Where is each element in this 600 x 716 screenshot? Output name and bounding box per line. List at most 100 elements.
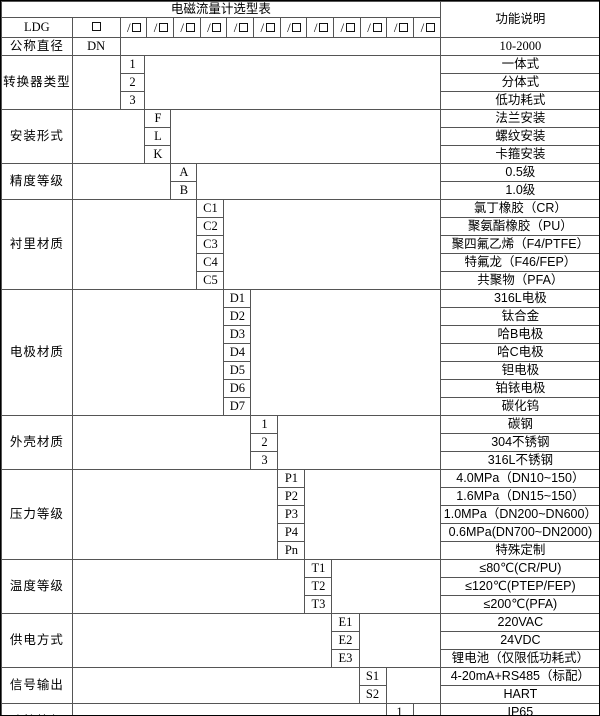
row-right-blank (331, 559, 441, 614)
checkbox-square[interactable] (265, 23, 275, 32)
code-cell-1-2[interactable]: 3 (119, 91, 146, 110)
table-row: 安装形式 F 法兰安装 (1, 109, 599, 164)
checkbox-square[interactable] (319, 23, 329, 32)
table-title: 电磁流量计选型表 (1, 1, 441, 18)
checkbox-square[interactable] (132, 23, 142, 32)
model-code-box-1[interactable]: / (121, 18, 148, 37)
row-right-blank (358, 613, 441, 668)
checkbox-square[interactable] (372, 23, 382, 32)
checkbox-square[interactable] (425, 23, 435, 32)
code-cell-1-1[interactable]: 2 (119, 73, 146, 92)
code-cell-5-2[interactable]: D3 (223, 325, 252, 344)
model-code-box-12[interactable]: / (414, 19, 439, 37)
description-cell-10-1: HART (439, 685, 599, 704)
table-row: D7 碳化钨 (2, 397, 599, 416)
slash-separator: / (287, 20, 291, 35)
model-code-box-first[interactable] (71, 17, 121, 38)
checkbox-square[interactable] (399, 23, 409, 32)
code-cell-9-1[interactable]: E2 (331, 631, 360, 650)
code-cell-4-3[interactable]: C4 (196, 253, 225, 272)
code-cell-4-1[interactable]: C2 (196, 217, 225, 236)
code-cell-3-0[interactable]: A (170, 163, 198, 182)
table-row: 外壳材质 1 碳钢 (1, 415, 599, 470)
model-code-box-9[interactable]: / (334, 18, 361, 37)
row-label-7: 压力等级 (1, 469, 73, 560)
model-code-box-5[interactable]: / (227, 18, 254, 37)
model-code-box-11[interactable]: / (387, 18, 415, 37)
row-left-blank (71, 289, 225, 416)
code-cell-5-1[interactable]: D2 (223, 307, 252, 326)
code-cell-4-0[interactable]: C1 (196, 199, 225, 218)
checkbox-square[interactable] (239, 23, 249, 32)
code-cell-5-0[interactable]: D1 (223, 289, 252, 308)
description-column-title: 功能说明 (439, 1, 599, 38)
description-cell: 10-2000 (439, 37, 599, 56)
checkbox-square[interactable] (159, 23, 169, 32)
table-row: 电极材质 D1 316L电极 (1, 289, 599, 416)
code-cell-8-1[interactable]: T2 (304, 577, 333, 596)
code-cell-2-1[interactable]: L (144, 127, 172, 146)
description-cell-7-1: 1.6MPa（DN15~150） (439, 487, 599, 506)
code-cell-3-1[interactable]: B (170, 181, 198, 200)
code-cell-6-0[interactable]: 1 (250, 415, 279, 434)
code-cell-10-0[interactable]: S1 (358, 667, 387, 686)
model-code-box-8[interactable]: / (307, 18, 334, 37)
model-code-box-10[interactable]: / (361, 18, 388, 37)
table-row: 公称直径 DN 10-2000 (1, 37, 599, 56)
code-cell-4-4[interactable]: C5 (196, 271, 225, 290)
code-cell-7-3[interactable]: P4 (277, 523, 306, 542)
model-code-box-2[interactable]: / (147, 18, 174, 37)
model-code-box-3[interactable]: / (174, 18, 201, 37)
code-cell-2-0[interactable]: F (144, 109, 172, 128)
code-cell-7-4[interactable]: Pn (277, 541, 306, 560)
code-cell-4-2[interactable]: C3 (196, 235, 225, 254)
row-label-3: 精度等级 (1, 163, 73, 200)
row-spacer (119, 37, 441, 56)
row-right-blank (412, 703, 441, 715)
checkbox-square[interactable] (91, 21, 101, 31)
code-cell-5-3[interactable]: D4 (223, 343, 252, 362)
code-cell-8-0[interactable]: T1 (304, 559, 333, 578)
slash-separator: / (393, 20, 398, 35)
row-left-blank (71, 163, 172, 200)
code-cell-5-5[interactable]: D6 (223, 379, 252, 398)
row-label-9: 供电方式 (1, 613, 73, 668)
row-right-blank (196, 163, 441, 200)
model-code-box-4[interactable]: / (201, 18, 228, 37)
description-cell-3-1: 1.0级 (439, 181, 599, 200)
code-cell-11-0[interactable]: 1 (385, 703, 414, 715)
code-cell-7-2[interactable]: P3 (277, 505, 306, 524)
description-cell-3-0: 0.5级 (439, 163, 599, 182)
code-cell-5-6[interactable]: D7 (223, 397, 252, 416)
checkbox-square[interactable] (212, 23, 222, 32)
row-left-blank (71, 667, 360, 704)
slash-separator: / (260, 20, 265, 35)
checkbox-square[interactable] (292, 23, 302, 32)
table-row: L 螺纹安装 (2, 127, 599, 146)
checkbox-square[interactable] (185, 23, 195, 32)
table-row: D6 铂铱电极 (2, 379, 599, 398)
table-row: P3 1.0MPa（DN200~DN600） (2, 505, 599, 524)
model-code-box-6[interactable]: / (254, 18, 281, 37)
code-cell-6-2[interactable]: 3 (250, 451, 279, 470)
code-cell-7-0[interactable]: P1 (277, 469, 306, 488)
code-cell-7-1[interactable]: P2 (277, 487, 306, 506)
code-cell-9-2[interactable]: E3 (331, 649, 360, 668)
slash-separator: / (127, 20, 131, 35)
row-label-10: 信号输出 (1, 667, 73, 704)
slash-separator: / (367, 20, 371, 35)
code-cell-1-0[interactable]: 1 (119, 55, 146, 74)
checkbox-square[interactable] (345, 23, 355, 32)
model-code-box-7[interactable]: / (281, 18, 308, 37)
row-label-1: 转换器类型 (1, 55, 73, 110)
code-box-strip: / / / / / / / / / / / / (121, 18, 439, 37)
code-cell-5-4[interactable]: D5 (223, 361, 252, 380)
description-cell-11-0: IP65 (439, 703, 599, 715)
code-cell-10-1[interactable]: S2 (358, 685, 387, 704)
row-label-2: 安装形式 (1, 109, 73, 164)
description-cell-2-0: 法兰安装 (439, 109, 599, 128)
code-cell-8-2[interactable]: T3 (304, 595, 333, 614)
code-cell-2-2[interactable]: K (144, 145, 172, 164)
code-cell-9-0[interactable]: E1 (331, 613, 360, 632)
code-cell-6-1[interactable]: 2 (250, 433, 279, 452)
